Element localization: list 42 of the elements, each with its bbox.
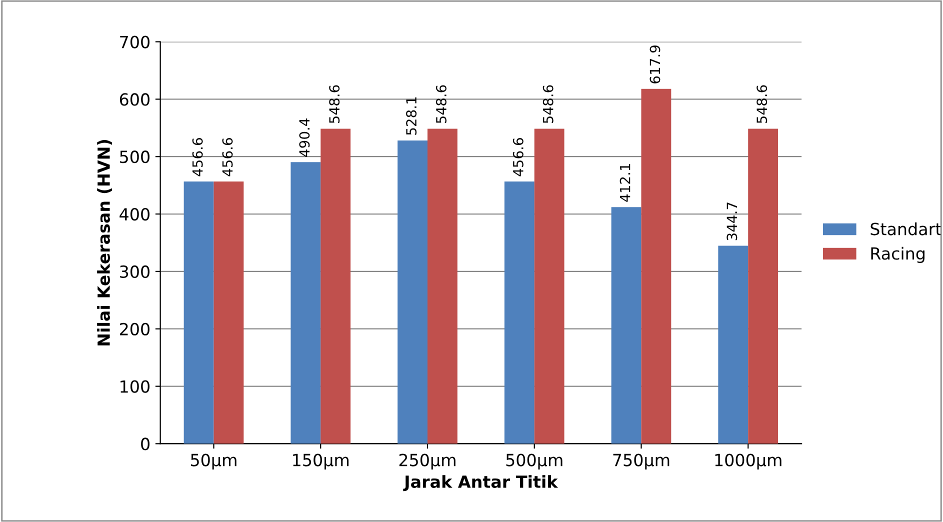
bar xyxy=(504,182,534,444)
bar xyxy=(748,128,778,444)
legend-label: Standart xyxy=(870,222,942,236)
y-tick-label: 0 xyxy=(141,438,150,450)
bar xyxy=(641,88,672,444)
bar xyxy=(427,128,458,444)
x-tick-label: 50µm xyxy=(191,454,236,470)
data-label: 528.1 xyxy=(406,97,417,135)
y-axis-title: Nilai Kekerasan (HVN) xyxy=(97,140,112,346)
legend-label: Racing xyxy=(871,246,924,264)
y-tick-label: 100 xyxy=(120,380,150,393)
data-label: 456.6 xyxy=(512,138,524,176)
y-tick-label: 400 xyxy=(120,208,150,221)
data-label: 344.7 xyxy=(726,202,738,240)
data-label: 548.6 xyxy=(436,85,446,124)
x-tick-label: 750µm xyxy=(613,454,670,470)
bar xyxy=(320,128,351,444)
y-tick-label: 200 xyxy=(120,322,150,336)
y-tick-label: 500 xyxy=(120,150,150,164)
bar xyxy=(611,207,642,444)
x-axis-title: Jarak Antar Titik xyxy=(403,475,558,492)
data-label: 456.6 xyxy=(192,138,203,176)
x-tick-label: 500µm xyxy=(506,454,562,470)
x-tick-label: 1000µm xyxy=(715,454,782,470)
bar xyxy=(290,162,321,444)
bar xyxy=(214,182,244,444)
y-tick-label: 700 xyxy=(120,36,150,48)
data-label: 456.6 xyxy=(222,138,233,176)
bar xyxy=(534,128,564,444)
data-label: 548.6 xyxy=(329,85,340,124)
x-tick-label: 250µm xyxy=(399,454,456,470)
x-tick-label: 150µm xyxy=(293,454,349,470)
y-tick-label: 300 xyxy=(120,265,150,278)
data-label: 548.6 xyxy=(542,85,554,124)
data-label: 617.9 xyxy=(650,46,660,84)
data-label: 412.1 xyxy=(620,164,630,202)
data-label: 548.6 xyxy=(756,85,768,124)
data-label: 490.4 xyxy=(299,118,310,157)
bar xyxy=(184,182,214,444)
bar xyxy=(398,140,428,444)
bar xyxy=(718,246,748,444)
y-tick-label: 600 xyxy=(120,93,150,106)
